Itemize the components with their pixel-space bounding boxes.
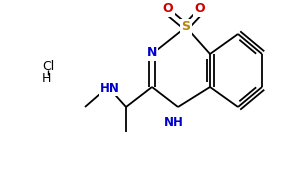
Text: HN: HN (100, 82, 120, 94)
Text: Cl: Cl (42, 60, 54, 74)
Text: O: O (163, 3, 173, 15)
Text: N: N (147, 46, 157, 60)
Text: NH: NH (164, 116, 184, 128)
Text: H: H (42, 72, 51, 84)
Text: O: O (195, 3, 205, 15)
Text: S: S (181, 21, 191, 33)
